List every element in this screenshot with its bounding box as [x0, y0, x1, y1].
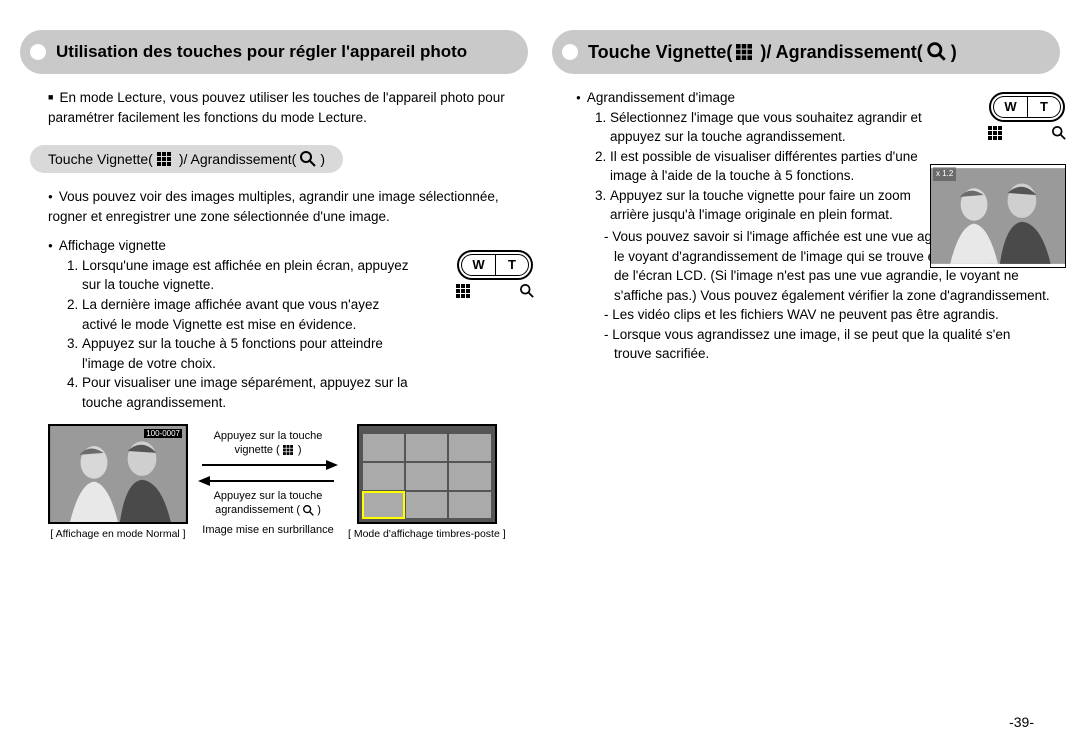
vignette-step-2: La dernière image affichée avant que vou…	[82, 295, 418, 334]
thumbnail-grid-icon	[456, 284, 470, 298]
zoom-indicator: x 1.2	[933, 167, 956, 181]
wt-control-right: W T	[988, 92, 1066, 140]
vignette-step-1: Lorsqu'une image est affichée en plein é…	[82, 256, 418, 295]
magnify-icon	[300, 151, 316, 167]
wt-t[interactable]: T	[495, 254, 529, 276]
intro-text: En mode Lecture, vous pouvez utiliser le…	[48, 90, 505, 125]
left-header-title: Utilisation des touches pour régler l'ap…	[56, 42, 467, 62]
subheader-suffix: )	[320, 151, 325, 167]
note-3: - Lorsque vous agrandissez une image, il…	[600, 325, 1050, 364]
vignette-steps: Lorsqu'une image est affichée en plein é…	[48, 256, 418, 413]
wt-zoom-button[interactable]: W T	[989, 92, 1065, 122]
figure-thumbnails: [ Mode d'affichage timbres-poste ]	[348, 424, 506, 540]
wt-w[interactable]: W	[461, 254, 495, 276]
highlight-label: Image mise en surbrillance	[202, 524, 333, 536]
header-dot-icon	[562, 44, 578, 60]
thumbnail-grid-icon	[988, 126, 1002, 140]
page-number: -39-	[1009, 714, 1034, 730]
wt-t[interactable]: T	[1027, 96, 1061, 118]
right-header: Touche Vignette( )/ Agrandissement( )	[552, 30, 1060, 74]
arrow-left-icon	[198, 474, 338, 488]
figure-normal: 100-0007 [ Affichage en mode Normal ]	[48, 424, 188, 540]
left-subheader: Touche Vignette( )/ Agrandissement( )	[30, 145, 343, 173]
thumbnail-display-image	[357, 424, 497, 524]
enlarge-step-1: Sélectionnez l'image que vous souhaitez …	[610, 108, 940, 147]
arrows-column: Appuyez sur la touche vignette ( ) Appuy…	[198, 424, 338, 536]
figure-normal-caption: [ Affichage en mode Normal ]	[50, 528, 185, 540]
subheader-prefix: Touche Vignette(	[48, 151, 153, 167]
right-column: Touche Vignette( )/ Agrandissement( ) Ag…	[552, 30, 1060, 540]
wt-control-left: W T	[456, 250, 534, 298]
normal-display-image: 100-0007	[48, 424, 188, 524]
left-desc: Vous pouvez voir des images multiples, a…	[48, 189, 499, 224]
left-desc-section: Vous pouvez voir des images multiples, a…	[20, 187, 528, 226]
subheader-mid: )/ Agrandissement(	[179, 151, 297, 167]
magnify-icon	[520, 284, 534, 298]
left-vignette-section: Affichage vignette Lorsqu'une image est …	[20, 236, 528, 412]
arrow-bot-label-1: Appuyez sur la touche	[214, 490, 323, 502]
enlarge-step-3: Appuyez sur la touche vignette pour fair…	[610, 186, 940, 225]
left-column: Utilisation des touches pour régler l'ap…	[20, 30, 528, 540]
arrow-top-label-2: vignette ( )	[234, 444, 301, 456]
thumbnail-grid-icon	[157, 152, 175, 166]
figures-row: 100-0007 [ Affichage en mode Normal ] Ap…	[20, 424, 528, 540]
wt-zoom-button[interactable]: W T	[457, 250, 533, 280]
thumbnail-grid-icon	[283, 445, 295, 455]
right-section: Agrandissement d'image Sélectionnez l'im…	[552, 88, 1060, 364]
arrow-bot-label-2: agrandissement ( )	[215, 504, 321, 516]
left-intro: En mode Lecture, vous pouvez utiliser le…	[20, 88, 528, 127]
arrow-top-label-1: Appuyez sur la touche	[214, 430, 323, 442]
enlarged-photo: x 1.2	[930, 164, 1066, 268]
vignette-step-4: Pour visualiser une image séparément, ap…	[82, 373, 418, 412]
magnify-icon	[927, 42, 947, 62]
magnify-icon	[1052, 126, 1066, 140]
vignette-title: Affichage vignette	[48, 238, 166, 253]
left-header: Utilisation des touches pour régler l'ap…	[20, 30, 528, 74]
enlarge-step-2: Il est possible de visualiser différente…	[610, 147, 940, 186]
thumbnail-grid-icon	[736, 44, 756, 60]
figure-thumbnails-caption: [ Mode d'affichage timbres-poste ]	[348, 528, 506, 540]
note-2: - Les vidéo clips et les fichiers WAV ne…	[600, 305, 1050, 325]
magnify-icon	[303, 505, 314, 516]
wt-w[interactable]: W	[993, 96, 1027, 118]
right-section-title: Agrandissement d'image	[576, 90, 735, 105]
image-counter-label: 100-0007	[144, 429, 182, 438]
vignette-step-3: Appuyez sur la touche à 5 fonctions pour…	[82, 334, 418, 373]
right-header-title: Touche Vignette( )/ Agrandissement( )	[588, 42, 957, 63]
header-dot-icon	[30, 44, 46, 60]
arrow-right-icon	[198, 458, 338, 472]
